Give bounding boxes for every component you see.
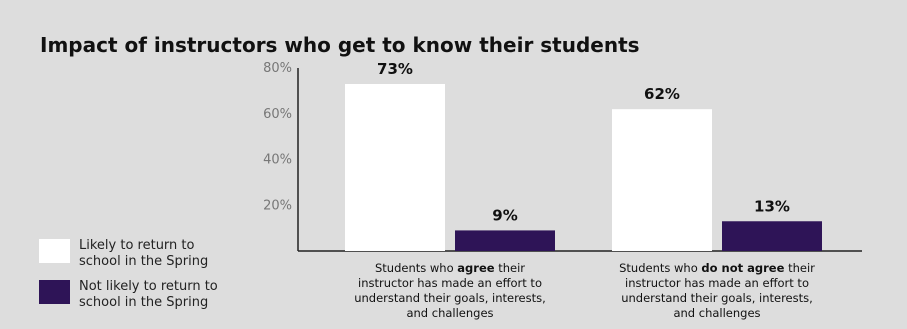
bar xyxy=(612,109,712,251)
bar xyxy=(722,221,822,251)
y-tick-label: 20% xyxy=(263,198,292,213)
legend-label: Not likely to return to school in the Spr… xyxy=(79,279,218,310)
data-labels: 73% 62% 9% 13% xyxy=(377,60,790,224)
y-tick-label: 40% xyxy=(263,153,292,168)
legend-swatch xyxy=(39,280,70,304)
bar-value-label: 62% xyxy=(644,85,680,103)
category-label: Students who agree their instructor has m… xyxy=(354,261,546,320)
legend: Likely to return to school in the Spring N… xyxy=(39,238,218,310)
category-labels: Students who agree their instructor has m… xyxy=(354,261,815,320)
category-label: Students who do not agree their instructo… xyxy=(619,261,815,320)
chart-title: Impact of instructors who get to know th… xyxy=(40,33,640,57)
y-tick-label: 60% xyxy=(263,107,292,122)
y-tick-label: 80% xyxy=(263,61,292,76)
legend-label: Likely to return to school in the Spring xyxy=(79,238,208,269)
bar xyxy=(455,230,555,251)
bar-value-label: 13% xyxy=(754,197,790,215)
legend-swatch xyxy=(39,239,70,263)
bars xyxy=(345,84,822,251)
bar xyxy=(345,84,445,251)
bar-value-label: 9% xyxy=(492,206,517,224)
bar-value-label: 73% xyxy=(377,60,413,78)
